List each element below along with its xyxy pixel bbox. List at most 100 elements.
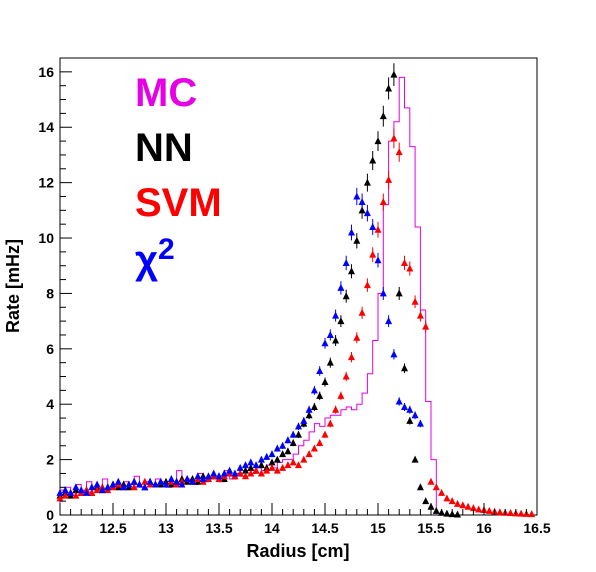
data-point — [289, 430, 297, 438]
data-point — [104, 483, 112, 491]
data-point — [67, 488, 75, 496]
data-point — [114, 477, 122, 485]
data-point — [310, 444, 318, 452]
data-point — [395, 397, 403, 405]
data-point — [247, 469, 255, 477]
data-point — [358, 308, 366, 316]
data-point — [178, 480, 186, 488]
data-point — [284, 447, 292, 455]
data-point — [385, 84, 393, 92]
data-point — [257, 455, 265, 463]
data-point — [141, 483, 149, 491]
data-point — [215, 472, 223, 480]
data-point — [204, 472, 212, 480]
data-point — [469, 504, 477, 512]
data-point — [369, 156, 377, 164]
data-point — [348, 228, 355, 236]
data-point — [353, 236, 361, 244]
data-point — [321, 430, 329, 438]
data-point — [332, 311, 340, 319]
data-point — [390, 350, 398, 358]
data-point — [332, 405, 340, 413]
y-tick-label: 14 — [38, 119, 54, 135]
x-tick-label: 12 — [52, 520, 68, 536]
data-point — [273, 444, 281, 452]
data-point — [125, 480, 133, 488]
data-point — [93, 480, 101, 488]
data-point — [263, 452, 271, 460]
data-point — [401, 402, 408, 410]
legend: MC NN SVM χ2 — [135, 71, 222, 282]
data-point — [109, 480, 117, 488]
data-point — [374, 137, 382, 145]
x-tick-label: 13.5 — [205, 520, 232, 536]
data-point — [528, 510, 536, 518]
series-chi2 — [56, 187, 424, 496]
data-point — [358, 198, 366, 206]
data-point — [401, 258, 408, 266]
data-point — [289, 458, 297, 466]
data-point — [316, 391, 324, 399]
data-point — [326, 419, 334, 427]
data-point — [369, 222, 377, 230]
y-tick-label: 6 — [46, 341, 54, 357]
data-point — [395, 289, 403, 297]
data-point — [379, 198, 387, 206]
data-point — [427, 477, 435, 485]
x-tick-label: 14 — [264, 520, 280, 536]
data-point — [454, 510, 461, 518]
data-point — [395, 148, 403, 156]
data-point — [189, 477, 196, 485]
y-tick-label: 4 — [46, 396, 54, 412]
data-point — [300, 455, 308, 463]
data-point — [454, 499, 461, 507]
data-point — [88, 488, 96, 496]
data-point — [231, 469, 239, 477]
data-point — [342, 372, 350, 380]
x-tick-label: 16.5 — [523, 520, 550, 536]
data-point — [268, 458, 276, 466]
legend-entry: NN — [135, 126, 193, 170]
data-point — [88, 483, 96, 491]
x-tick-label: 14.5 — [311, 520, 338, 536]
data-point — [72, 483, 80, 491]
data-point — [326, 358, 334, 366]
legend-entry: MC — [135, 71, 197, 115]
data-point — [390, 70, 398, 78]
data-point — [459, 501, 467, 509]
data-point — [416, 483, 424, 491]
marker-series-group — [56, 63, 536, 518]
data-point — [236, 469, 244, 477]
data-point — [401, 364, 408, 372]
data-point — [422, 322, 430, 330]
data-point — [411, 411, 419, 419]
data-point — [257, 461, 265, 469]
data-point — [242, 472, 249, 480]
data-point — [98, 486, 106, 494]
data-point — [284, 461, 292, 469]
data-point — [411, 297, 419, 305]
data-point — [77, 486, 85, 494]
data-point — [120, 483, 128, 491]
data-point — [93, 486, 101, 494]
data-point — [316, 438, 324, 446]
data-point — [194, 472, 202, 480]
data-point — [247, 463, 255, 471]
data-point — [305, 411, 313, 419]
data-point — [242, 461, 249, 469]
data-point — [496, 508, 504, 516]
data-point — [316, 366, 324, 374]
data-point — [226, 466, 234, 474]
data-point — [284, 436, 292, 444]
data-point — [337, 283, 345, 291]
data-point — [136, 480, 143, 488]
y-tick-label: 8 — [46, 285, 54, 301]
x-axis-label: Radius [cm] — [246, 541, 349, 561]
y-tick-label: 2 — [46, 452, 54, 468]
data-point — [475, 505, 483, 513]
data-point — [310, 402, 318, 410]
x-tick-label: 16 — [476, 520, 492, 536]
data-point — [406, 264, 414, 272]
data-point — [363, 178, 371, 186]
